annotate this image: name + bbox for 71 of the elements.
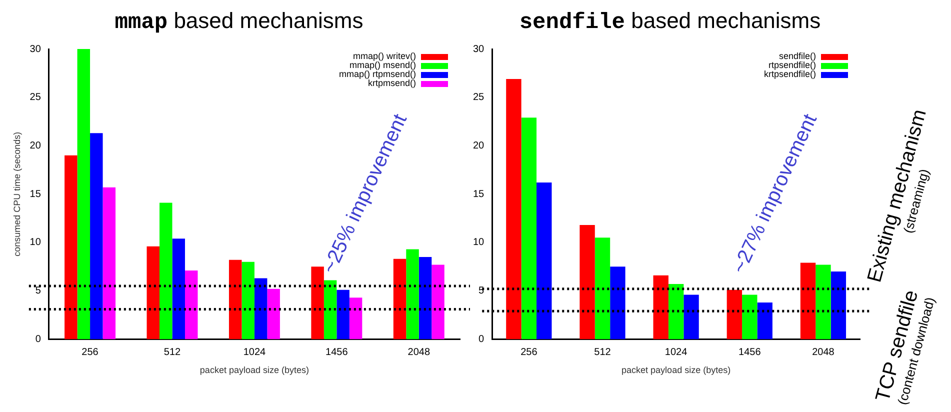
bar [393,258,406,340]
y-tick-label: 5 [478,286,485,297]
y-tick-label: 20 [473,140,485,152]
y-tick-label: 25 [30,92,42,104]
legend-label: mmap() msend() [349,60,416,70]
bar [102,187,116,340]
legend-label: sendfile() [778,51,816,61]
bar [311,266,324,340]
bar [64,155,78,340]
y-tick-label: 10 [30,237,42,248]
legend-label: mmap() writev() [353,51,416,61]
bar [160,202,172,340]
chart-title: mmap based mechanisms [114,8,364,37]
x-tick-label: 256 [82,346,99,358]
bar [184,270,198,340]
bar [324,280,337,340]
bar [228,260,242,340]
legend-label: krtpmsend() [368,78,416,88]
y-tick-label: 15 [30,188,42,200]
legend-label: krtpsendfile() [764,69,816,79]
bar [90,133,103,340]
x-tick-label: 1024 [664,346,688,358]
y-tick-label: 30 [473,44,485,55]
legend-label: rtpsendfile() [768,60,816,70]
y-tick-label: 15 [473,188,485,200]
x-tick-label: 2048 [408,346,430,358]
bar [349,298,362,340]
y-tick-label: 25 [473,92,485,104]
x-tick-label: 256 [520,346,538,358]
y-tick-label: 10 [473,237,485,248]
bar [336,290,350,340]
bar [172,238,185,340]
bar [521,118,537,340]
bar [267,288,280,340]
y-tick-label: 5 [35,286,42,297]
legend-label: mmap() rtpmsend() [338,69,416,79]
bar [77,49,90,340]
bar [668,284,684,340]
bar [254,278,268,340]
x-tick-label: 512 [164,346,182,358]
x-axis-title: packet payload size (bytes) [200,365,309,376]
bar [742,294,758,340]
bar [800,262,816,340]
bar [580,225,595,340]
bar [653,275,668,340]
chart-title: sendfile based mechanisms [518,8,822,37]
bar [684,294,699,340]
bar [406,249,419,340]
x-tick-label: 1024 [243,346,266,358]
bar [816,264,831,340]
x-tick-label: 2048 [812,346,835,358]
bar [242,262,254,340]
bar [506,78,522,340]
y-tick-label: 0 [478,334,485,345]
bar [830,271,846,340]
bar [726,290,742,340]
y-tick-label: 30 [30,44,42,55]
bar [610,266,626,340]
bar [594,238,610,340]
y-tick-label: 20 [30,140,42,152]
x-axis-title: packet payload size (bytes) [622,365,731,376]
x-tick-label: 1456 [326,346,348,358]
bar [432,264,444,340]
bar [757,302,772,340]
bar [146,246,160,340]
y-axis-title: consumed CPU time (seconds) [12,132,22,256]
y-tick-label: 0 [35,334,42,345]
x-tick-label: 1456 [738,346,762,358]
bar [536,182,552,340]
x-tick-label: 512 [594,346,612,358]
bar [418,256,432,340]
